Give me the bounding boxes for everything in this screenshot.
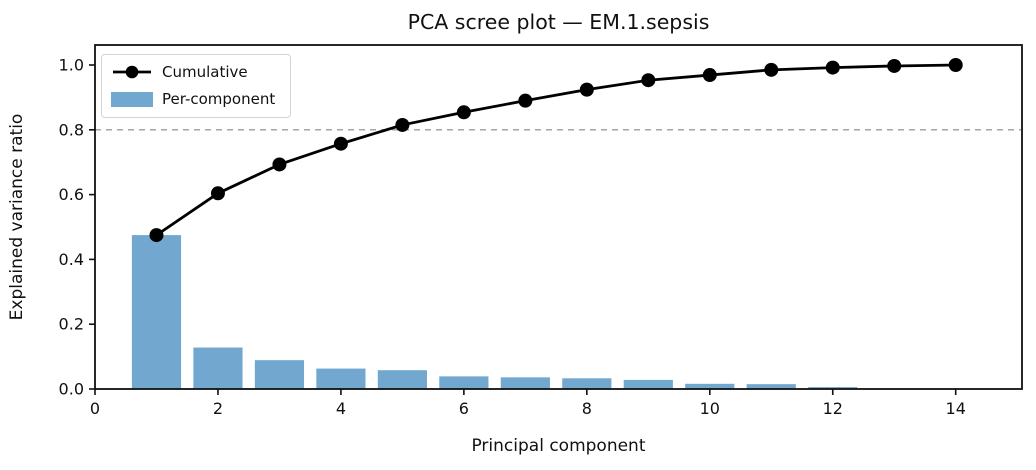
x-tick-label: 14: [946, 399, 966, 418]
cumulative-line: [155, 63, 956, 237]
bar-pc5: [377, 370, 427, 389]
cumulative-point-pc12: [825, 60, 840, 75]
y-tick-label: 0.6: [59, 185, 84, 204]
cumulative-point-pc9: [641, 73, 656, 88]
legend-label-per-component: Per-component: [162, 90, 276, 108]
y-tick-label: 0.2: [59, 315, 84, 334]
cumulative-point-pc5: [395, 117, 410, 132]
per-component-patch-swatch-icon: [111, 91, 153, 107]
x-tick-label: 10: [700, 399, 720, 418]
bar-pc1: [131, 235, 182, 389]
x-tick-label: 6: [459, 399, 469, 418]
x-tick-label: 8: [582, 399, 592, 418]
cumulative-point-pc11: [764, 62, 779, 77]
legend-item-per-component: Per-component: [111, 88, 280, 110]
cumulative-point-pc6: [456, 105, 471, 120]
bar-pc9: [623, 379, 673, 389]
x-tick-label: 12: [823, 399, 843, 418]
cumulative-point-pc4: [333, 136, 348, 151]
x-tick-label: 2: [213, 399, 223, 418]
cumulative-point-pc7: [518, 93, 533, 108]
cumulative-point-pc10: [702, 68, 717, 83]
cumulative-point-pc8: [579, 82, 594, 97]
x-tick-label: 0: [90, 399, 100, 418]
bar-pc7: [500, 377, 550, 389]
bar-pc3: [254, 360, 305, 389]
y-tick-label: 0.4: [59, 250, 84, 269]
cumulative-line-swatch-icon: [113, 65, 151, 79]
bar-pc8: [562, 378, 612, 389]
y-tick-label: 0.8: [59, 120, 84, 139]
cumulative-point-pc14: [948, 58, 963, 72]
legend-label-cumulative: Cumulative: [162, 63, 248, 81]
bar-pc6: [439, 376, 489, 389]
bar-pc10: [685, 383, 735, 389]
y-axis-label: Explained variance ratio: [7, 113, 27, 321]
x-tick-label: 4: [336, 399, 346, 418]
cumulative-point-pc1: [149, 228, 164, 243]
cumulative-point-pc13: [887, 58, 902, 73]
bar-pc12: [808, 387, 858, 389]
plot-frame: [94, 44, 1023, 390]
x-axis-label: Principal component: [471, 436, 646, 456]
bar-pc11: [746, 384, 796, 389]
y-tick-label: 1.0: [59, 56, 84, 75]
cumulative-point-pc2: [210, 186, 225, 201]
chart-title: PCA scree plot — EM.1.sepsis: [407, 10, 710, 34]
legend: Cumulative Per-component: [101, 54, 291, 118]
y-tick-label: 0.0: [59, 380, 84, 399]
cumulative-point-pc3: [272, 157, 287, 172]
bar-pc4: [316, 368, 366, 389]
bar-pc2: [193, 347, 243, 389]
legend-item-cumulative: Cumulative: [111, 61, 280, 83]
